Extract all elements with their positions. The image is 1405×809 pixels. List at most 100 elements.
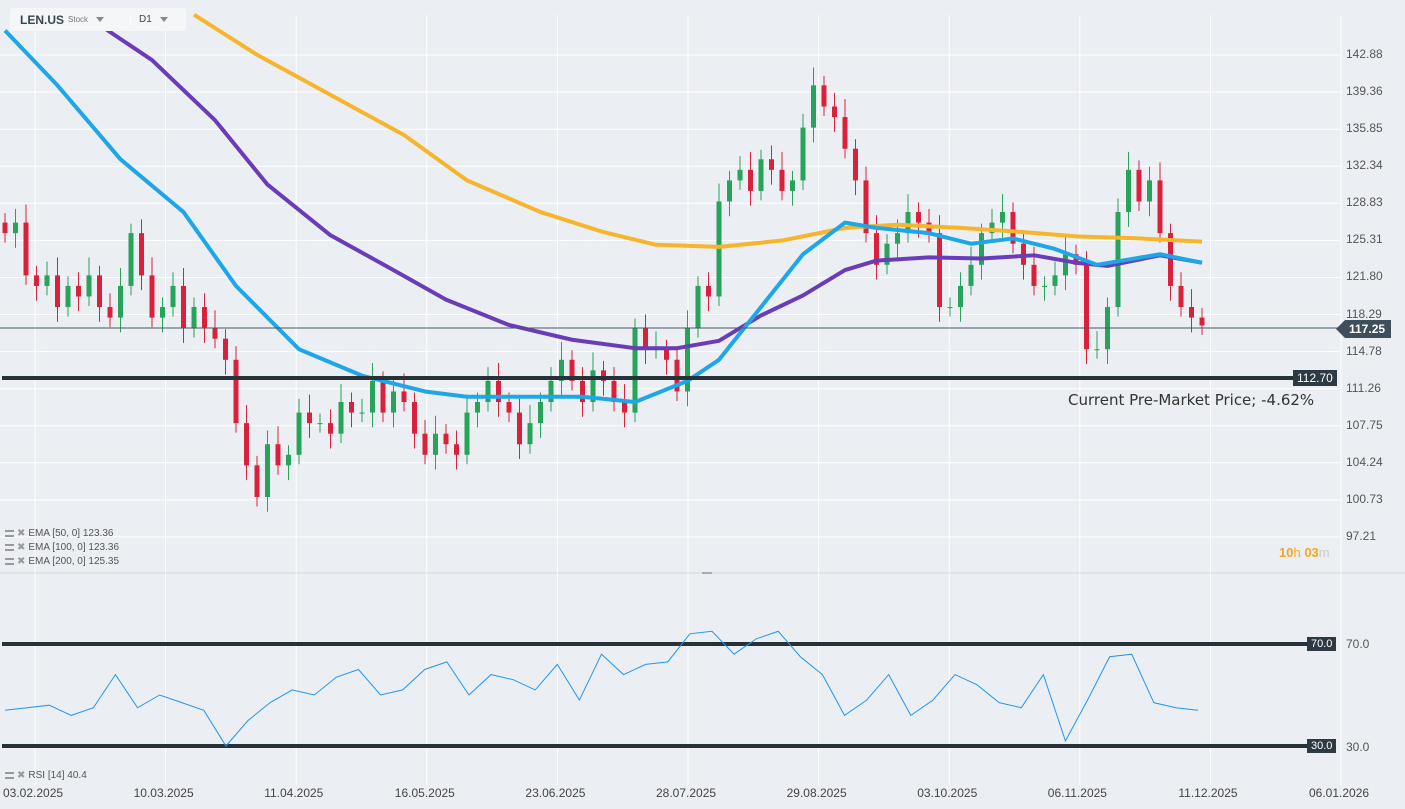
date-axis-label: 03.02.2025 (3, 786, 64, 800)
candle-body (118, 285, 123, 318)
candle-body (811, 85, 816, 128)
candle-body (506, 402, 512, 413)
candle-body (44, 275, 50, 286)
candle-body (34, 275, 39, 286)
price-axis-label: 132.34 (1346, 158, 1383, 173)
legend-rsi: ✖ RSI [14] 40.4 (5, 770, 87, 781)
candle-body (632, 328, 638, 413)
settings-icon[interactable] (5, 558, 14, 565)
candle-body (1084, 264, 1089, 350)
timeframe-dropdown-icon[interactable] (159, 17, 168, 22)
support-level-tag: 112.70 (1293, 370, 1337, 386)
price-axis-label: 104.24 (1346, 454, 1383, 469)
candle-body (13, 222, 18, 234)
candle-body (359, 412, 365, 414)
close-icon[interactable]: ✖ (17, 528, 26, 539)
legend-ema-50: ✖ EMA [50, 0] 123.36 (5, 528, 113, 539)
candle-body (779, 169, 785, 191)
rsi-upper-tag: 70.0 (1307, 637, 1337, 651)
settings-icon[interactable] (5, 544, 14, 551)
candle-body (244, 423, 249, 466)
timeframe-label[interactable]: D1 (130, 14, 152, 25)
candle-body (1126, 169, 1131, 213)
candle-body (2, 222, 8, 234)
candle-body (485, 380, 491, 403)
candle-body (1136, 169, 1142, 202)
symbol-dropdown-icon[interactable] (96, 17, 105, 22)
candle-body (853, 148, 858, 181)
price-axis-label: 121.80 (1346, 269, 1383, 284)
price-axis-label: 142.88 (1346, 47, 1383, 61)
candle-body (895, 233, 900, 244)
candle-body (202, 307, 207, 329)
candle-body (916, 212, 921, 223)
candle-body (1073, 254, 1079, 265)
close-icon[interactable]: ✖ (17, 770, 26, 781)
rsi-line (4, 630, 1199, 747)
candle-body (790, 180, 795, 191)
price-axis-label: 125.31 (1346, 232, 1383, 247)
date-axis-label: 11.12.2025 (1178, 786, 1238, 800)
candle-body (223, 338, 228, 360)
candle-body (832, 106, 837, 118)
rsi-lower-tag: 30.0 (1307, 739, 1337, 753)
candle-body (989, 222, 995, 234)
rsi-axis-label: 70.0 (1346, 637, 1370, 651)
candle-body (496, 380, 501, 403)
price-axis-label: 128.83 (1346, 195, 1383, 210)
candle-body (191, 307, 197, 329)
candle-body (947, 307, 953, 309)
date-axis-label: 03.10.2025 (917, 786, 978, 800)
ema-200-line (192, 12, 1203, 249)
candle-body (401, 391, 407, 403)
candle-body (107, 307, 113, 318)
candle-body (958, 285, 963, 308)
date-axis-label: 11.04.2025 (264, 786, 324, 800)
candle-body (674, 359, 680, 392)
candle-body (275, 444, 281, 466)
price-axis-label: 107.75 (1346, 417, 1383, 432)
candle-body (979, 233, 984, 265)
candle-body (737, 169, 743, 181)
candle-body (475, 402, 480, 413)
candle-body (370, 380, 375, 413)
candle-body (349, 402, 354, 413)
candle-body (317, 423, 323, 425)
candle-body (590, 370, 596, 403)
candle-body (265, 444, 270, 498)
candle-body (391, 391, 396, 413)
candle-body (296, 412, 302, 455)
legend-label: EMA [200, 0] 125.35 (28, 556, 120, 567)
candle-body (905, 212, 911, 234)
candle-body (968, 264, 974, 286)
candle-body (611, 380, 617, 403)
grid (0, 15, 1342, 785)
candle-body (1010, 212, 1016, 244)
date-axis-label: 28.07.2025 (656, 786, 717, 800)
instrument-type: Stock (68, 15, 89, 24)
candle-body (1042, 285, 1047, 287)
candle-body (517, 412, 522, 445)
candle-body (86, 275, 92, 297)
close-icon[interactable]: ✖ (17, 556, 26, 567)
candle-body (821, 85, 827, 107)
candle-body (454, 444, 459, 455)
candle-body (443, 433, 449, 445)
price-axis-label: 100.73 (1346, 491, 1383, 506)
candle-body (548, 380, 554, 403)
close-icon[interactable]: ✖ (17, 542, 26, 553)
candle-body (412, 402, 417, 434)
settings-icon[interactable] (5, 772, 14, 779)
candle-body (160, 307, 165, 318)
candle-body (695, 285, 701, 329)
price-axis-label: 111.26 (1346, 380, 1381, 395)
settings-icon[interactable] (5, 530, 14, 537)
candle-body (212, 328, 218, 339)
candle-body (643, 328, 648, 350)
candle-body (685, 328, 690, 392)
candle-body (1168, 233, 1173, 286)
candle-body (884, 243, 890, 265)
candle-body (76, 285, 81, 297)
candle-body (65, 285, 71, 308)
